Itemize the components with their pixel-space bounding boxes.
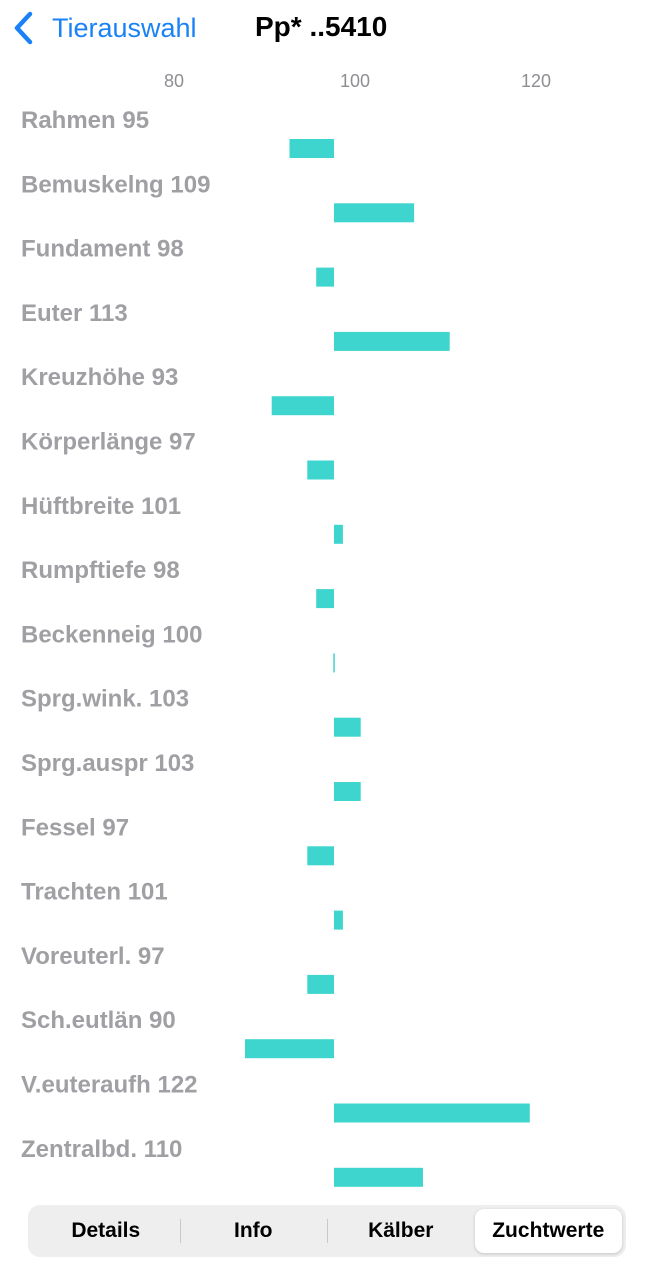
tab-zuchtwerte[interactable]: Zuchtwerte	[474, 1209, 622, 1253]
bar	[271, 396, 334, 416]
bar	[307, 460, 334, 480]
tab-info-label: Info	[234, 1219, 273, 1242]
category-label: Voreuterl. 97	[21, 943, 165, 970]
bar	[289, 139, 334, 158]
breeding-values-chart: 80 100 120 Rahmen 95 Bemuskelng 109 Fundament…	[21, 71, 551, 1187]
category-label: Rumpftiefe 98	[21, 557, 180, 584]
bar	[245, 1039, 334, 1059]
category-label: Kreuzhöhe 93	[21, 364, 178, 391]
category-label: Sprg.wink. 103	[21, 686, 189, 713]
bar	[334, 1103, 530, 1123]
chevron-left-icon	[14, 11, 33, 45]
category-label: Beckenneig 100	[21, 621, 202, 648]
back-button-label: Tierauswahl	[52, 12, 197, 43]
page-title: Pp* ..5410	[255, 11, 388, 42]
bar	[334, 717, 361, 737]
bar	[334, 524, 343, 544]
category-label: Sprg.auspr 103	[21, 750, 194, 777]
bar	[333, 653, 335, 673]
bar	[334, 1167, 423, 1187]
category-label: Fessel 97	[21, 814, 129, 841]
category-label: Trachten 101	[21, 879, 168, 906]
bar	[334, 331, 450, 351]
bar	[334, 782, 361, 801]
segmented-tab-bar: Details Info Kälber Zuchtwerte	[28, 1205, 626, 1257]
tab-details-label: Details	[71, 1219, 141, 1242]
bar	[316, 589, 334, 609]
category-label: V.euteraufh 122	[21, 1072, 198, 1099]
category-label: Zentralbd. 110	[21, 1136, 182, 1163]
bar	[334, 203, 415, 223]
tab-kaelber-label: Kälber	[368, 1219, 434, 1242]
bar	[316, 267, 334, 287]
category-label: Euter 113	[21, 300, 128, 327]
x-tick-label-120: 120	[521, 71, 551, 91]
category-label: Fundament 98	[21, 236, 184, 263]
category-label: Bemuskelng 109	[21, 171, 210, 198]
category-label: Körperlänge 97	[21, 429, 196, 456]
category-label: Rahmen 95	[21, 107, 149, 134]
x-tick-label-100: 100	[340, 71, 370, 91]
bar	[307, 974, 334, 994]
tab-zuchtwerte-label: Zuchtwerte	[492, 1219, 605, 1242]
category-label: Hüftbreite 101	[21, 493, 181, 520]
bar	[307, 846, 334, 866]
tab-kaelber[interactable]: Kälber	[327, 1209, 475, 1253]
back-button[interactable]: Tierauswahl	[12, 8, 197, 48]
x-tick-label-80: 80	[164, 71, 184, 91]
category-label: Sch.eutlän 90	[21, 1007, 176, 1034]
tab-details[interactable]: Details	[32, 1209, 180, 1253]
navigation-bar: Tierauswahl Pp* ..5410	[0, 0, 655, 56]
tab-info[interactable]: Info	[179, 1209, 328, 1253]
bar	[334, 910, 343, 930]
